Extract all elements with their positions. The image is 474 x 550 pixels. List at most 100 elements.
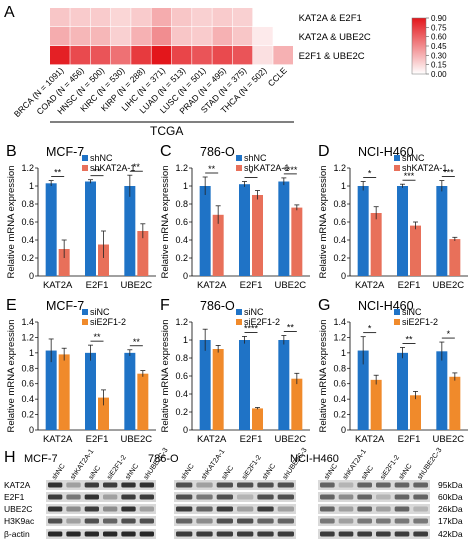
bar bbox=[252, 195, 263, 276]
bar bbox=[357, 350, 369, 430]
y-axis-label: Relative mRNA expression bbox=[6, 320, 17, 433]
y-tick-label: 0 bbox=[341, 425, 346, 435]
panel-letter: C bbox=[160, 143, 172, 160]
heatmap-cell bbox=[273, 27, 293, 46]
blot-strip bbox=[318, 516, 430, 526]
legend-label: shKAT2A-1 bbox=[402, 163, 447, 173]
y-tick-label: 0.4 bbox=[175, 389, 188, 399]
bar bbox=[124, 186, 136, 276]
blot-band bbox=[376, 518, 391, 524]
blot-kda-label: 60kDa bbox=[438, 492, 463, 502]
bar bbox=[252, 408, 263, 430]
blot-band bbox=[121, 531, 136, 537]
blot-band bbox=[357, 506, 372, 512]
panel-letter: D bbox=[318, 143, 330, 160]
blot-band bbox=[84, 531, 99, 537]
x-tick-label: UBE2C bbox=[432, 280, 464, 291]
legend-label: shNC bbox=[402, 153, 425, 163]
blot-row-label: E2F1 bbox=[4, 492, 25, 502]
blot-lane-label: shNC bbox=[180, 463, 196, 481]
blot-band bbox=[277, 506, 294, 512]
x-tick-label: E2F1 bbox=[240, 280, 263, 291]
y-tick-label: 1 bbox=[29, 348, 34, 358]
blot-lane-label: shNC bbox=[323, 463, 339, 481]
blot-kda-label: 42kDa bbox=[438, 529, 463, 539]
y-tick-label: 1 bbox=[341, 181, 346, 191]
blot-band bbox=[139, 506, 154, 512]
blot-band bbox=[139, 531, 154, 537]
x-tick-label: UBE2C bbox=[274, 280, 306, 291]
blot-band bbox=[237, 531, 254, 537]
heatmap-cell bbox=[90, 46, 111, 65]
y-tick-label: 0 bbox=[183, 271, 188, 281]
y-tick-label: 1.2 bbox=[175, 163, 188, 173]
heatmap-cell bbox=[131, 46, 151, 65]
legend-swatch bbox=[82, 319, 88, 325]
colorbar-tick-label: 0.00 bbox=[431, 70, 447, 79]
y-tick-label: 0.8 bbox=[21, 199, 34, 209]
y-tick-label: 1.2 bbox=[333, 332, 346, 342]
blot-band bbox=[103, 482, 118, 488]
y-axis-label: Relative mRNA expression bbox=[160, 320, 171, 433]
y-tick-label: 0 bbox=[341, 271, 346, 281]
x-tick-label: UBE2C bbox=[432, 434, 464, 445]
blot-band bbox=[237, 506, 254, 512]
x-tick-label: KAT2A bbox=[43, 280, 73, 291]
heatmap-cell bbox=[131, 27, 151, 46]
y-tick-label: 0.8 bbox=[333, 363, 346, 373]
blot-strip bbox=[318, 504, 430, 514]
blot-lane-label: shNC bbox=[261, 463, 277, 481]
heatmap-column-label: CCLE bbox=[266, 65, 289, 88]
blot-row-label: KAT2A bbox=[4, 480, 31, 490]
legend-swatch bbox=[236, 319, 242, 325]
heatmap-cell bbox=[232, 46, 253, 65]
significance-marker: ** bbox=[133, 337, 141, 347]
significance-marker: ** bbox=[93, 332, 101, 342]
bar bbox=[124, 352, 136, 430]
blot-band bbox=[196, 531, 213, 537]
blot-band bbox=[237, 494, 254, 500]
blot-strip bbox=[174, 492, 296, 502]
y-tick-label: 0 bbox=[29, 271, 34, 281]
blot-band bbox=[376, 506, 391, 512]
blot-strip bbox=[318, 492, 430, 502]
bar bbox=[45, 183, 57, 276]
heatmap-column-labels: BRCA (N = 1091)COAD (N = 456)HNSC (N = 5… bbox=[12, 65, 289, 119]
heatmap-cell bbox=[171, 46, 192, 65]
significance-marker: * bbox=[249, 169, 253, 179]
blot-band bbox=[121, 482, 136, 488]
blot-band bbox=[48, 494, 63, 500]
bar bbox=[212, 214, 224, 276]
blot-band bbox=[176, 531, 193, 537]
legend-swatch bbox=[236, 309, 242, 315]
blot-band bbox=[103, 494, 118, 500]
blot-band bbox=[66, 506, 81, 512]
y-tick-label: 0.2 bbox=[175, 407, 188, 417]
y-tick-label: 0.2 bbox=[21, 410, 34, 420]
significance-marker: ** bbox=[54, 168, 62, 178]
significance-marker: * bbox=[447, 329, 451, 339]
blot-band bbox=[66, 482, 81, 488]
blot-band bbox=[277, 494, 294, 500]
significance-marker: *** bbox=[404, 171, 415, 181]
bar bbox=[137, 231, 149, 276]
x-tick-label: E2F1 bbox=[86, 280, 109, 291]
bar bbox=[199, 340, 211, 430]
significance-marker: ** bbox=[405, 334, 413, 344]
bar bbox=[436, 186, 448, 276]
heatmap-row-labels: KAT2A & E2F1 KAT2A & UBE2C E2F1 & UBE2C bbox=[299, 13, 371, 62]
heatmap-cell bbox=[192, 8, 212, 27]
legend-label: siE2F1-2 bbox=[244, 317, 280, 327]
heatmap-cell bbox=[90, 8, 111, 27]
legend-swatch bbox=[394, 155, 400, 161]
legend-swatch bbox=[82, 155, 88, 161]
blot-strip bbox=[46, 516, 156, 526]
blot-band bbox=[48, 531, 63, 537]
y-tick-label: 0.6 bbox=[333, 217, 346, 227]
